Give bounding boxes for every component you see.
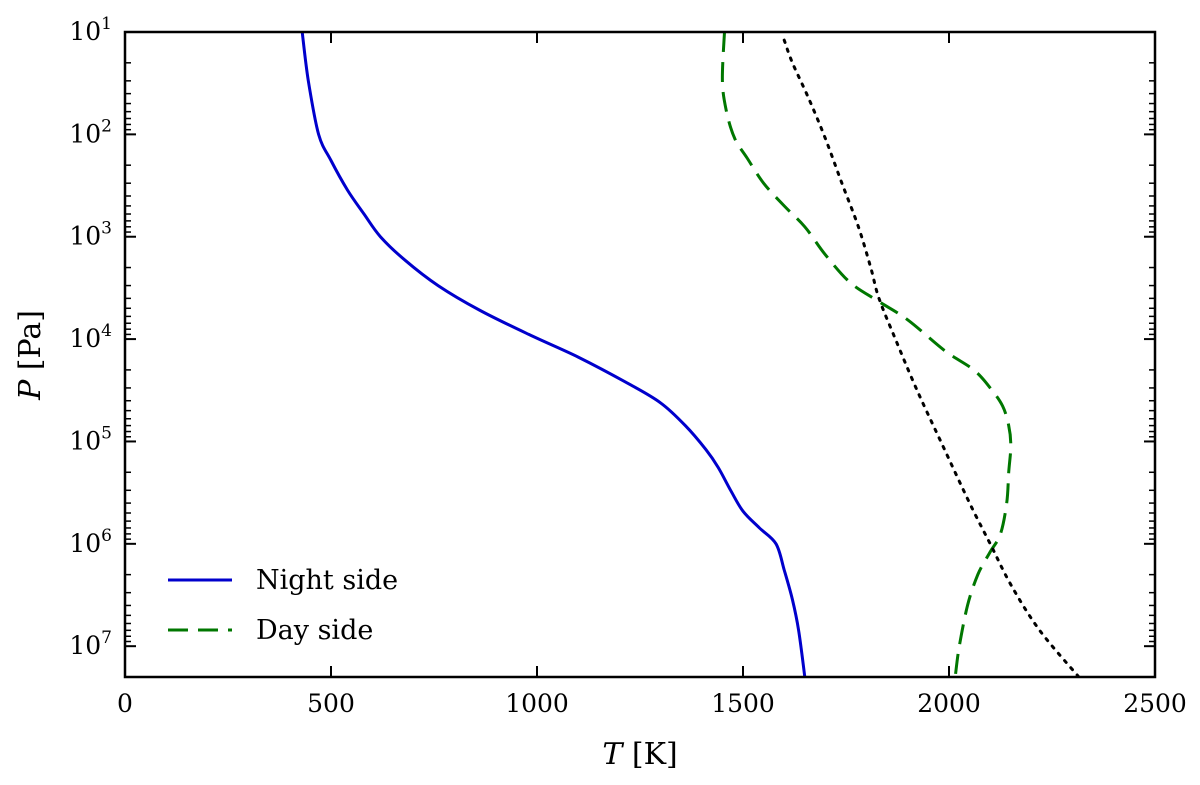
x-tick-label: 2000 — [917, 689, 981, 718]
y-tick-label: 103 — [69, 219, 112, 251]
series-line-night-side — [300, 32, 807, 677]
x-tick-label: 0 — [117, 689, 133, 718]
y-tick-label: 102 — [69, 116, 112, 148]
y-tick-label: 101 — [69, 14, 112, 46]
y-tick-label: 107 — [69, 628, 112, 660]
legend-label-night-side: Night side — [256, 565, 398, 596]
series-line-day-side — [720, 32, 1013, 677]
y-tick-label: 106 — [69, 526, 112, 558]
legend-label-day-side: Day side — [256, 615, 373, 646]
series-layer — [300, 32, 1081, 677]
legend: Night side Day side — [168, 565, 398, 646]
y-tick-label: 105 — [69, 423, 112, 455]
series-line-dotted — [782, 38, 1081, 677]
tick-layer: 0 500 1000 1500 2000 2500 101 102 103 104 105 106 10… — [69, 14, 1186, 718]
plot-area-frame — [123, 30, 1157, 679]
x-tick-label: 1000 — [505, 689, 569, 718]
x-tick-label: 2500 — [1123, 689, 1187, 718]
x-tick-label: 1500 — [711, 689, 775, 718]
y-tick-label: 104 — [69, 321, 112, 353]
y-axis-title: P [Pa] — [13, 310, 48, 401]
x-tick-label: 500 — [307, 689, 355, 718]
x-axis-title: T [K] — [602, 737, 677, 772]
